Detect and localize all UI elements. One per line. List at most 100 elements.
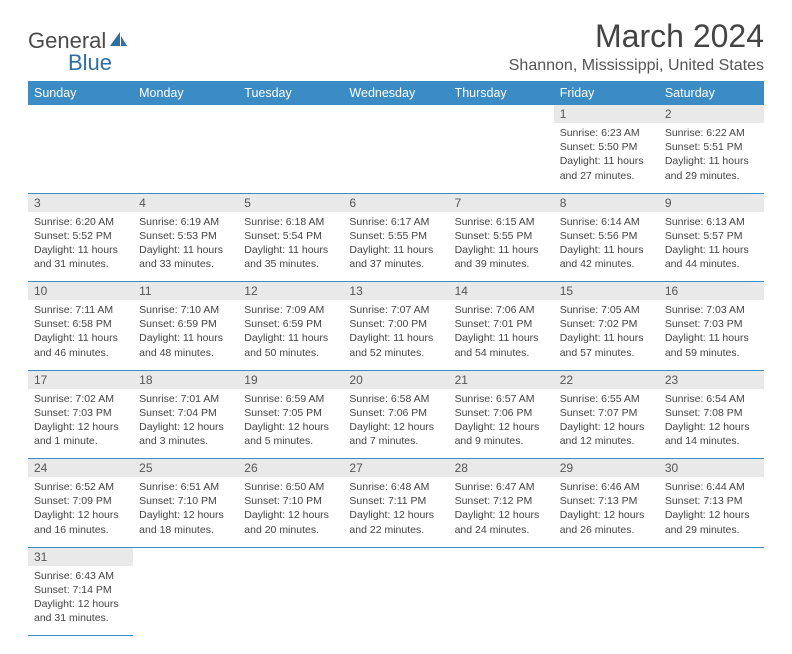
day-number-cell (238, 547, 343, 566)
day-details: Sunrise: 6:17 AMSunset: 5:55 PMDaylight:… (343, 212, 448, 277)
day-details: Sunrise: 6:50 AMSunset: 7:10 PMDaylight:… (238, 477, 343, 542)
day-content-cell (343, 123, 448, 193)
day-details: Sunrise: 6:58 AMSunset: 7:06 PMDaylight:… (343, 389, 448, 454)
day-number: 10 (28, 282, 133, 300)
header: General March 2024 Shannon, Mississippi,… (28, 18, 764, 75)
day-details: Sunrise: 6:44 AMSunset: 7:13 PMDaylight:… (659, 477, 764, 542)
day-content-cell: Sunrise: 7:07 AMSunset: 7:00 PMDaylight:… (343, 300, 448, 370)
day-header: Thursday (449, 81, 554, 105)
day-details: Sunrise: 6:47 AMSunset: 7:12 PMDaylight:… (449, 477, 554, 542)
day-details: Sunrise: 6:46 AMSunset: 7:13 PMDaylight:… (554, 477, 659, 542)
day-number-cell (449, 547, 554, 566)
day-number: 19 (238, 371, 343, 389)
day-number-cell: 26 (238, 459, 343, 478)
day-number-cell: 14 (449, 282, 554, 301)
day-details: Sunrise: 6:52 AMSunset: 7:09 PMDaylight:… (28, 477, 133, 542)
day-content-cell: Sunrise: 6:52 AMSunset: 7:09 PMDaylight:… (28, 477, 133, 547)
day-header: Wednesday (343, 81, 448, 105)
day-number: 18 (133, 371, 238, 389)
day-number-cell: 10 (28, 282, 133, 301)
day-number-cell: 27 (343, 459, 448, 478)
day-details: Sunrise: 6:57 AMSunset: 7:06 PMDaylight:… (449, 389, 554, 454)
day-number-cell: 2 (659, 105, 764, 123)
day-number: 26 (238, 459, 343, 477)
day-number-cell: 15 (554, 282, 659, 301)
day-number-cell: 28 (449, 459, 554, 478)
day-number-cell: 29 (554, 459, 659, 478)
day-number-cell: 17 (28, 370, 133, 389)
day-number: 7 (449, 194, 554, 212)
day-number: 25 (133, 459, 238, 477)
day-number: 29 (554, 459, 659, 477)
day-number-cell: 3 (28, 193, 133, 212)
day-content-cell (133, 123, 238, 193)
day-number-cell (133, 105, 238, 123)
day-number-cell: 30 (659, 459, 764, 478)
day-content-cell: Sunrise: 6:15 AMSunset: 5:55 PMDaylight:… (449, 212, 554, 282)
day-header: Tuesday (238, 81, 343, 105)
day-details: Sunrise: 6:55 AMSunset: 7:07 PMDaylight:… (554, 389, 659, 454)
day-header: Monday (133, 81, 238, 105)
day-content-cell (449, 123, 554, 193)
day-content-cell: Sunrise: 6:58 AMSunset: 7:06 PMDaylight:… (343, 389, 448, 459)
day-content-cell: Sunrise: 6:57 AMSunset: 7:06 PMDaylight:… (449, 389, 554, 459)
day-details: Sunrise: 6:54 AMSunset: 7:08 PMDaylight:… (659, 389, 764, 454)
day-number: 15 (554, 282, 659, 300)
day-content-cell: Sunrise: 6:20 AMSunset: 5:52 PMDaylight:… (28, 212, 133, 282)
day-number-cell: 19 (238, 370, 343, 389)
day-content-cell: Sunrise: 6:48 AMSunset: 7:11 PMDaylight:… (343, 477, 448, 547)
day-number-cell (343, 547, 448, 566)
week-number-row: 12 (28, 105, 764, 123)
day-content-cell: Sunrise: 6:54 AMSunset: 7:08 PMDaylight:… (659, 389, 764, 459)
day-number-cell (238, 105, 343, 123)
day-number-cell (659, 547, 764, 566)
day-content-cell: Sunrise: 7:11 AMSunset: 6:58 PMDaylight:… (28, 300, 133, 370)
location: Shannon, Mississippi, United States (509, 57, 764, 75)
week-content-row: Sunrise: 7:11 AMSunset: 6:58 PMDaylight:… (28, 300, 764, 370)
day-number: 6 (343, 194, 448, 212)
day-number-cell: 21 (449, 370, 554, 389)
day-number-cell: 22 (554, 370, 659, 389)
day-details: Sunrise: 7:10 AMSunset: 6:59 PMDaylight:… (133, 300, 238, 365)
day-content-cell (28, 123, 133, 193)
day-number-cell: 16 (659, 282, 764, 301)
logo-text-2: Blue (68, 50, 112, 76)
day-content-cell: Sunrise: 6:14 AMSunset: 5:56 PMDaylight:… (554, 212, 659, 282)
day-number: 13 (343, 282, 448, 300)
day-content-cell: Sunrise: 6:47 AMSunset: 7:12 PMDaylight:… (449, 477, 554, 547)
day-number: 21 (449, 371, 554, 389)
day-header: Friday (554, 81, 659, 105)
day-number-cell: 4 (133, 193, 238, 212)
week-number-row: 3456789 (28, 193, 764, 212)
day-number-cell: 18 (133, 370, 238, 389)
day-number-cell: 6 (343, 193, 448, 212)
day-number-cell (554, 547, 659, 566)
day-number: 8 (554, 194, 659, 212)
day-number-cell: 13 (343, 282, 448, 301)
week-number-row: 24252627282930 (28, 459, 764, 478)
day-content-cell: Sunrise: 6:22 AMSunset: 5:51 PMDaylight:… (659, 123, 764, 193)
day-number-cell: 7 (449, 193, 554, 212)
day-number-cell (133, 547, 238, 566)
day-number-cell (28, 105, 133, 123)
day-content-cell: Sunrise: 7:06 AMSunset: 7:01 PMDaylight:… (449, 300, 554, 370)
day-details: Sunrise: 6:20 AMSunset: 5:52 PMDaylight:… (28, 212, 133, 277)
month-title: March 2024 (509, 18, 764, 55)
day-details: Sunrise: 7:07 AMSunset: 7:00 PMDaylight:… (343, 300, 448, 365)
day-content-cell: Sunrise: 6:17 AMSunset: 5:55 PMDaylight:… (343, 212, 448, 282)
day-details: Sunrise: 6:43 AMSunset: 7:14 PMDaylight:… (28, 566, 133, 631)
week-number-row: 17181920212223 (28, 370, 764, 389)
day-content-cell (554, 566, 659, 636)
day-content-cell: Sunrise: 7:09 AMSunset: 6:59 PMDaylight:… (238, 300, 343, 370)
day-number: 14 (449, 282, 554, 300)
day-header-row: Sunday Monday Tuesday Wednesday Thursday… (28, 81, 764, 105)
day-number-cell: 11 (133, 282, 238, 301)
day-content-cell: Sunrise: 7:03 AMSunset: 7:03 PMDaylight:… (659, 300, 764, 370)
day-number-cell: 1 (554, 105, 659, 123)
day-number-cell (343, 105, 448, 123)
day-content-cell: Sunrise: 7:10 AMSunset: 6:59 PMDaylight:… (133, 300, 238, 370)
day-header: Saturday (659, 81, 764, 105)
week-content-row: Sunrise: 6:23 AMSunset: 5:50 PMDaylight:… (28, 123, 764, 193)
day-content-cell: Sunrise: 6:55 AMSunset: 7:07 PMDaylight:… (554, 389, 659, 459)
day-number-cell: 31 (28, 547, 133, 566)
